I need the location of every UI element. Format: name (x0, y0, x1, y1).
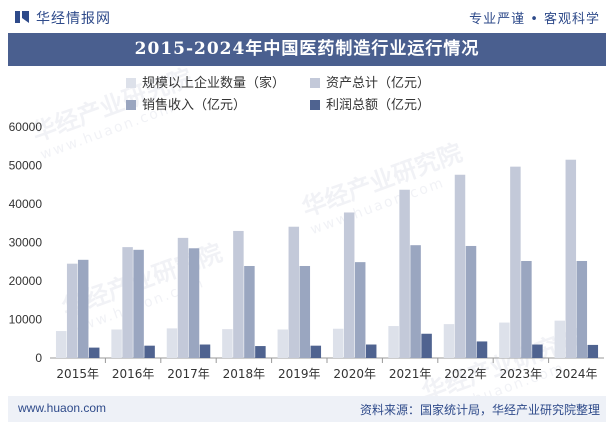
bar-2 (122, 247, 133, 358)
bar-2 (66, 263, 78, 358)
brand-name: 华经情报网 (36, 11, 111, 27)
bar-3 (188, 248, 200, 358)
y-tick-label: 50000 (9, 159, 43, 173)
bar-1 (388, 326, 399, 358)
x-tick-label: 2015年 (56, 367, 99, 381)
bar-4 (310, 345, 322, 358)
bar-3 (133, 249, 144, 358)
bar-1 (554, 320, 566, 358)
legend-item: 资产总计（亿元） (310, 74, 430, 94)
bar-4 (144, 345, 155, 358)
bar-1 (443, 324, 455, 358)
x-tick-label: 2023年 (500, 367, 543, 381)
bar-2 (177, 237, 189, 358)
bar-1 (332, 328, 344, 358)
bar-4 (88, 347, 100, 358)
bar-3 (465, 245, 477, 358)
bar-2 (565, 159, 577, 358)
x-tick-label: 2019年 (278, 367, 321, 381)
bar-3 (354, 262, 366, 358)
x-tick-label: 2016年 (112, 367, 155, 381)
bar-1 (222, 329, 233, 359)
bar-4 (255, 346, 266, 358)
bar-1 (166, 328, 178, 358)
x-tick-label: 2017年 (167, 367, 210, 381)
y-tick-label: 20000 (9, 274, 43, 288)
bar-2 (288, 226, 300, 358)
bar-2 (510, 166, 521, 358)
footer: www.huaon.com 资料来源：国家统计局，华经产业研究院整理 (8, 396, 606, 422)
bar-2 (233, 230, 244, 358)
y-tick-label: 60000 (9, 120, 43, 134)
bar-4 (532, 344, 543, 358)
bar-3 (299, 265, 311, 358)
chart-legend: 规模以上企业数量（家） 资产总计（亿元） 销售收入（亿元） 利润总额（亿元） (126, 72, 486, 118)
chart-title: 2015-2024年中国医药制造行业运行情况 (8, 33, 606, 66)
legend-label: 资产总计（亿元） (326, 76, 431, 91)
legend-swatch (310, 100, 320, 110)
bar-4 (476, 341, 488, 358)
bar-1 (111, 329, 122, 358)
slogan: 专业严谨 • 客观科学 (469, 12, 600, 27)
y-tick-label: 10000 (9, 313, 43, 327)
bar-1 (55, 331, 67, 358)
bar-2 (454, 174, 466, 358)
legend-label: 利润总额（亿元） (326, 98, 431, 113)
bar-4 (587, 344, 599, 358)
bar-3 (244, 265, 255, 358)
bar-3 (576, 260, 588, 358)
bar-3 (77, 259, 89, 358)
x-tick-label: 2021年 (389, 367, 432, 381)
bar-3 (410, 245, 421, 358)
legend-item: 销售收入（亿元） (126, 96, 246, 116)
legend-item: 利润总额（亿元） (310, 96, 430, 116)
logo-icon (15, 11, 29, 23)
y-tick-label: 30000 (9, 236, 43, 250)
bar-3 (521, 260, 532, 358)
legend-label: 销售收入（亿元） (142, 98, 247, 113)
header-bar: 华经情报网 专业严谨 • 客观科学 (0, 0, 614, 32)
y-tick-label: 40000 (9, 197, 43, 211)
bar-chart: 0 10000 20000 30000 40000 50000 60000 2015年 2016… (9, 120, 604, 381)
legend-swatch (126, 78, 136, 88)
legend-swatch (126, 100, 136, 110)
x-tick-label: 2024年 (555, 367, 598, 381)
bar-1 (277, 329, 289, 358)
bar-4 (365, 344, 377, 358)
bar-4 (421, 333, 432, 358)
site-url[interactable]: www.huaon.com (18, 401, 107, 415)
x-tick-label: 2022年 (444, 367, 487, 381)
bar-4 (199, 344, 211, 358)
x-tick-label: 2018年 (223, 367, 266, 381)
legend-label: 规模以上企业数量（家） (142, 76, 286, 91)
bar-2 (343, 212, 355, 358)
bar-2 (399, 189, 410, 358)
legend-item: 规模以上企业数量（家） (126, 74, 285, 94)
x-tick-label: 2020年 (333, 367, 376, 381)
data-source: 资料来源：国家统计局，华经产业研究院整理 (359, 403, 600, 417)
bar-1 (499, 322, 510, 358)
y-tick-label: 0 (35, 351, 42, 365)
legend-swatch (310, 78, 320, 88)
